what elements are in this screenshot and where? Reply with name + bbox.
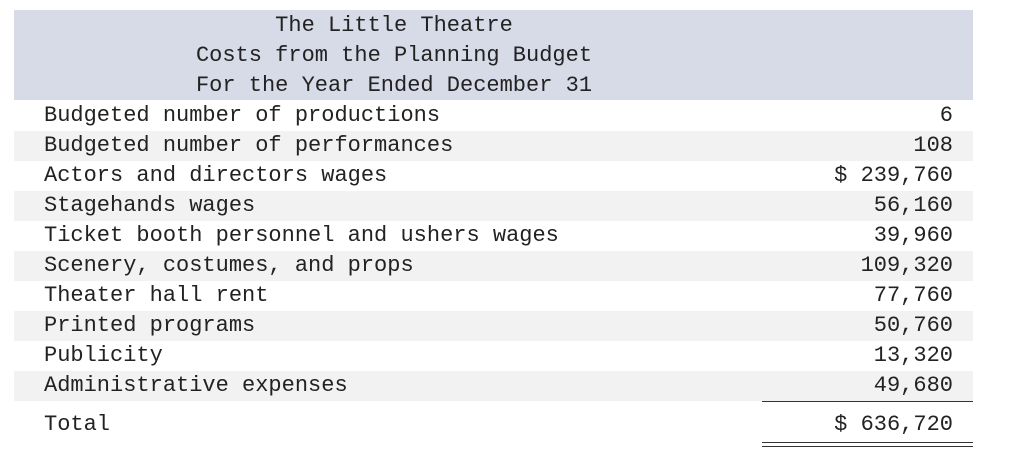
header-line: The Little Theatre [275, 13, 513, 38]
total-value: $ 636,720 [834, 412, 953, 437]
row-label: Budgeted number of performances [44, 133, 454, 158]
table-row: Printed programs 50,760 [14, 311, 973, 341]
table-row: Administrative expenses 49,680 [14, 371, 973, 401]
table-row: Budgeted number of performances 108 [14, 131, 973, 161]
row-label: Publicity [44, 343, 163, 368]
row-value: 6 [939, 103, 953, 128]
table-row: Scenery, costumes, and props 109,320 [14, 251, 973, 281]
row-label: Budgeted number of productions [44, 103, 441, 128]
row-value: $ 239,760 [834, 163, 953, 188]
row-label: Scenery, costumes, and props [44, 253, 414, 278]
table-row: Publicity 13,320 [14, 341, 973, 371]
row-value: 39,960 [873, 223, 953, 248]
sum-rule [762, 401, 973, 402]
header-band [14, 10, 973, 100]
row-value: 56,160 [873, 193, 953, 218]
header-line: For the Year Ended December 31 [195, 73, 593, 98]
row-label: Ticket booth personnel and ushers wages [44, 223, 559, 248]
total-label: Total [44, 412, 111, 437]
row-value: 49,680 [873, 373, 953, 398]
table-row: Theater hall rent 77,760 [14, 281, 973, 311]
table-row: Ticket booth personnel and ushers wages 3… [14, 221, 973, 251]
double-rule-top [762, 442, 973, 443]
table-row: Actors and directors wages $ 239,760 [14, 161, 973, 191]
table-row: Budgeted number of productions 6 [14, 101, 973, 131]
row-value: 50,760 [873, 313, 953, 338]
total-row: Total $ 636,720 [14, 410, 973, 440]
row-value: 108 [913, 133, 953, 158]
row-label: Administrative expenses [44, 373, 348, 398]
row-value: 77,760 [873, 283, 953, 308]
header-line: Costs from the Planning Budget [195, 43, 593, 68]
row-value: 109,320 [860, 253, 953, 278]
row-value: 13,320 [873, 343, 953, 368]
table-row: Stagehands wages 56,160 [14, 191, 973, 221]
row-label: Printed programs [44, 313, 256, 338]
row-label: Stagehands wages [44, 193, 256, 218]
row-label: Theater hall rent [44, 283, 269, 308]
double-rule-bottom [762, 446, 973, 447]
row-label: Actors and directors wages [44, 163, 388, 188]
